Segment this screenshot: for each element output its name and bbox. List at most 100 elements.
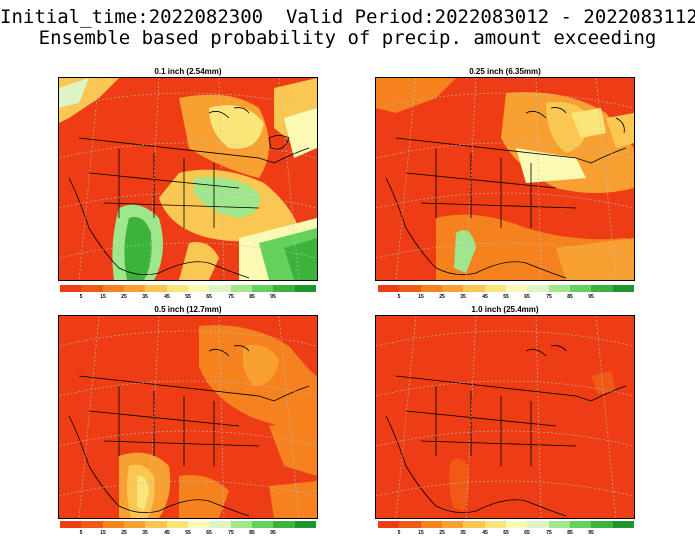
colorbar-swatch <box>463 285 485 292</box>
colorbar-swatch <box>145 521 167 528</box>
tick-label: 75 <box>228 294 234 300</box>
tick-label: 25 <box>439 294 445 300</box>
colorbar-ticks-2: 5 15 25 35 45 55 65 75 85 95 <box>378 294 634 302</box>
colorbar-swatch <box>294 521 316 528</box>
colorbar-swatch <box>612 285 634 292</box>
tick-label: 25 <box>121 530 127 536</box>
colorbar-swatch <box>527 521 549 528</box>
map-panel-1 <box>58 77 318 281</box>
colorbar-swatch <box>60 285 82 292</box>
colorbar-swatch <box>230 285 252 292</box>
colorbar-swatch <box>145 285 167 292</box>
tick-label: 55 <box>185 530 191 536</box>
colorbar-1 <box>60 285 316 292</box>
colorbar-swatch <box>569 285 592 292</box>
colorbar-swatch <box>612 521 634 528</box>
tick-label: 95 <box>588 530 594 536</box>
colorbar-swatch <box>378 285 400 292</box>
map-panel-2 <box>375 77 635 281</box>
colorbar-swatch <box>441 285 464 292</box>
tick-label: 5 <box>397 294 401 300</box>
colorbar-swatch <box>273 285 295 292</box>
map-panel-4 <box>375 315 635 519</box>
tick-label: 95 <box>270 530 276 536</box>
colorbar-swatch <box>273 521 295 528</box>
colorbar-swatch <box>166 521 188 528</box>
tick-label: 15 <box>100 530 106 536</box>
colorbar-swatch <box>527 285 549 292</box>
tick-label: 15 <box>418 294 424 300</box>
panel-title-3: 0.5 inch (12.7mm) <box>154 305 222 314</box>
tick-label: 85 <box>567 530 573 536</box>
panel-title-2: 0.25 inch (6.35mm) <box>469 67 541 76</box>
tick-label: 45 <box>482 530 488 536</box>
tick-label: 15 <box>100 294 106 300</box>
colorbar-swatch <box>591 285 613 292</box>
tick-label: 45 <box>164 294 170 300</box>
colorbar-swatch <box>294 285 316 292</box>
tick-label: 55 <box>185 294 191 300</box>
colorbar-swatch <box>187 285 210 292</box>
tick-label: 35 <box>460 294 466 300</box>
tick-label: 45 <box>482 294 488 300</box>
panel-title-4: 1.0 inch (25.4mm) <box>471 305 539 314</box>
colorbar-swatch <box>209 521 231 528</box>
tick-label: 65 <box>206 530 212 536</box>
colorbar-swatch <box>81 521 103 528</box>
tick-label: 25 <box>439 530 445 536</box>
tick-label: 65 <box>524 530 530 536</box>
colorbar-swatch <box>399 521 421 528</box>
colorbar-swatch <box>123 521 146 528</box>
colorbar-swatch <box>102 285 124 292</box>
panel-title-1: 0.1 inch (2.54mm) <box>154 67 222 76</box>
colorbar-swatch <box>548 521 570 528</box>
tick-label: 35 <box>142 294 148 300</box>
colorbar-swatch <box>102 521 124 528</box>
colorbar-ticks-4: 5 15 25 35 45 55 65 75 85 95 <box>378 530 634 538</box>
tick-label: 25 <box>121 294 127 300</box>
colorbar-2 <box>378 285 634 292</box>
tick-label: 65 <box>524 294 530 300</box>
colorbar-swatch <box>484 285 506 292</box>
colorbar-swatch <box>81 285 103 292</box>
colorbar-swatch <box>251 521 274 528</box>
colorbar-3 <box>60 521 316 528</box>
colorbar-swatch <box>60 521 82 528</box>
tick-label: 35 <box>142 530 148 536</box>
colorbar-swatch <box>463 521 485 528</box>
tick-label: 5 <box>79 530 83 536</box>
tick-label: 75 <box>546 530 552 536</box>
colorbar-swatch <box>505 521 528 528</box>
colorbar-swatch <box>187 521 210 528</box>
colorbar-swatch <box>209 285 231 292</box>
tick-label: 85 <box>249 530 255 536</box>
tick-label: 5 <box>397 530 401 536</box>
tick-label: 85 <box>249 294 255 300</box>
colorbar-swatch <box>378 521 400 528</box>
header-line-2: Ensemble based probability of precip. am… <box>38 27 657 49</box>
colorbar-ticks-1: 5 15 25 35 45 55 65 75 85 95 <box>60 294 316 302</box>
tick-label: 85 <box>567 294 573 300</box>
tick-label: 65 <box>206 294 212 300</box>
tick-label: 5 <box>79 294 83 300</box>
tick-label: 15 <box>418 530 424 536</box>
colorbar-swatch <box>166 285 188 292</box>
colorbar-swatch <box>230 521 252 528</box>
colorbar-4 <box>378 521 634 528</box>
colorbar-ticks-3: 5 15 25 35 45 55 65 75 85 95 <box>60 530 316 538</box>
colorbar-swatch <box>548 285 570 292</box>
colorbar-swatch <box>251 285 274 292</box>
tick-label: 55 <box>503 294 509 300</box>
tick-label: 95 <box>270 294 276 300</box>
tick-label: 75 <box>228 530 234 536</box>
colorbar-swatch <box>399 285 421 292</box>
colorbar-swatch <box>505 285 528 292</box>
colorbar-swatch <box>484 521 506 528</box>
tick-label: 45 <box>164 530 170 536</box>
colorbar-swatch <box>591 521 613 528</box>
tick-label: 75 <box>546 294 552 300</box>
tick-label: 55 <box>503 530 509 536</box>
header-line-1: Initial_time:2022082300 Valid Period:202… <box>0 6 695 28</box>
colorbar-swatch <box>441 521 464 528</box>
tick-label: 35 <box>460 530 466 536</box>
